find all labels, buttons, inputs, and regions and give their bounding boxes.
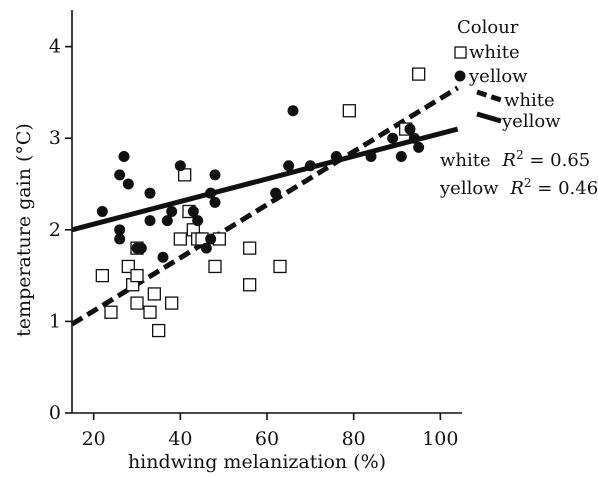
axes-layer: 20 40 60 80 100 0 1 2 3 4 bbox=[49, 10, 462, 450]
yellow-point-27 bbox=[387, 132, 399, 144]
yellow-point-1 bbox=[114, 169, 126, 181]
white-point-6 bbox=[130, 296, 144, 310]
yellow-point-15 bbox=[192, 215, 204, 227]
yellow-point-17 bbox=[205, 233, 217, 245]
yellow-point-9 bbox=[144, 187, 156, 199]
yellow-point-5 bbox=[122, 178, 134, 190]
legend-yellow-marker bbox=[454, 70, 466, 82]
x-tick-label-100: 100 bbox=[422, 428, 458, 450]
yellow-point-3 bbox=[114, 224, 126, 236]
plot-layer bbox=[70, 67, 459, 338]
yellow-point-23 bbox=[287, 105, 299, 117]
yellow-point-18 bbox=[205, 187, 217, 199]
yellow-point-11 bbox=[161, 215, 173, 227]
white-point-9 bbox=[152, 323, 166, 338]
legend-white-line-label: white bbox=[504, 90, 555, 111]
r2-white-series: white bbox=[440, 150, 491, 171]
y-tick-label-1: 1 bbox=[49, 310, 61, 332]
yellow-point-31 bbox=[413, 141, 425, 153]
yellow-fit-line bbox=[71, 126, 459, 233]
yellow-point-30 bbox=[408, 132, 420, 144]
r2-annotations: white R2 = 0.65 yellow R2 = 0.46 bbox=[439, 148, 598, 199]
y-tick-label-0: 0 bbox=[49, 402, 61, 424]
white-point-10 bbox=[165, 296, 179, 310]
white-point-7 bbox=[143, 305, 157, 319]
r2-yellow-value: 0.46 bbox=[558, 178, 598, 199]
yellow-point-4 bbox=[118, 151, 130, 163]
white-point-24 bbox=[412, 67, 426, 81]
yellow-point-19 bbox=[209, 169, 221, 181]
white-point-5 bbox=[130, 268, 144, 283]
legend-yellow-line-label: yellow bbox=[501, 111, 561, 132]
legend-white-line bbox=[476, 89, 502, 103]
yellow-point-25 bbox=[330, 151, 342, 163]
yellow-point-2 bbox=[114, 233, 126, 245]
legend-white-marker bbox=[454, 46, 467, 59]
white-point-20 bbox=[243, 278, 257, 292]
y-axis-label: temperature gain (°C) bbox=[13, 123, 35, 337]
yellow-point-26 bbox=[365, 151, 377, 163]
r2-yellow: yellow R2 = 0.46 bbox=[439, 176, 598, 199]
white-point-22 bbox=[342, 104, 356, 118]
r2-white-value: 0.65 bbox=[550, 150, 590, 171]
white-point-1 bbox=[104, 305, 118, 319]
yellow-point-29 bbox=[404, 123, 416, 135]
yellow-point-20 bbox=[209, 196, 221, 208]
white-point-8 bbox=[147, 287, 161, 301]
y-tick-label-2: 2 bbox=[49, 219, 61, 241]
white-point-0 bbox=[95, 268, 109, 283]
r2-yellow-series: yellow bbox=[439, 178, 499, 199]
yellow-point-24 bbox=[304, 160, 316, 172]
yellow-point-0 bbox=[96, 206, 108, 217]
legend: Colour white yellow white yellow bbox=[454, 17, 561, 132]
yellow-point-16 bbox=[200, 242, 212, 254]
yellow-point-12 bbox=[166, 206, 178, 217]
x-tick-label-40: 40 bbox=[168, 428, 192, 450]
legend-yellow-label: yellow bbox=[468, 66, 528, 87]
white-point-19 bbox=[243, 241, 257, 255]
yellow-point-21 bbox=[270, 187, 282, 199]
yellow-point-22 bbox=[283, 160, 295, 172]
white-point-17 bbox=[208, 259, 222, 274]
x-tick-label-80: 80 bbox=[342, 428, 366, 450]
yellow-point-8 bbox=[144, 215, 156, 227]
yellow-point-13 bbox=[174, 160, 186, 172]
legend-white-label: white bbox=[469, 42, 520, 63]
white-point-21 bbox=[273, 259, 287, 274]
x-tick-label-20: 20 bbox=[82, 428, 106, 450]
legend-title: Colour bbox=[457, 17, 519, 38]
yellow-point-28 bbox=[395, 151, 407, 163]
yellow-point-10 bbox=[157, 251, 169, 263]
white-point-11 bbox=[173, 232, 187, 246]
y-tick-label-4: 4 bbox=[49, 36, 61, 58]
x-axis-label: hindwing melanization (%) bbox=[128, 451, 386, 473]
r2-white: white R2 = 0.65 bbox=[440, 148, 590, 171]
x-tick-label-60: 60 bbox=[255, 428, 279, 450]
yellow-point-7 bbox=[135, 242, 147, 254]
y-tick-label-3: 3 bbox=[49, 127, 61, 149]
yellow-point-14 bbox=[187, 206, 199, 217]
legend-yellow-line bbox=[476, 111, 502, 124]
